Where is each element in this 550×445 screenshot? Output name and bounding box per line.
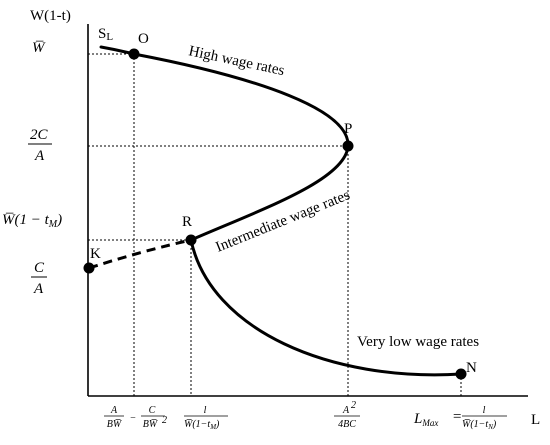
- svg-text:2: 2: [351, 400, 356, 411]
- x-tick-lmax: LMax = l W̅(1−tN): [413, 405, 507, 431]
- point-k: [83, 262, 95, 274]
- y-axis-title: W(1-t): [30, 8, 71, 24]
- label-n: N: [466, 360, 477, 376]
- label-o: O: [138, 31, 149, 47]
- svg-text:LMax: LMax: [413, 411, 438, 428]
- y-tick-c: C: [34, 260, 45, 276]
- svg-text:=: =: [452, 409, 462, 425]
- label-p: P: [344, 121, 352, 137]
- label-k: K: [90, 246, 101, 262]
- svg-text:−: −: [130, 413, 137, 424]
- svg-text:BW̅: BW̅: [143, 419, 159, 430]
- y-tick-a1: A: [34, 148, 45, 164]
- curve-label-sl: SL: [98, 26, 113, 43]
- x-tick-r: l W̅(1−tM): [184, 405, 228, 431]
- svg-text:BW̅: BW̅: [107, 419, 123, 430]
- region-high-wage: High wage rates: [187, 43, 286, 79]
- svg-text:4BC: 4BC: [338, 419, 356, 430]
- label-r: R: [182, 214, 192, 230]
- svg-text:A: A: [110, 405, 118, 416]
- y-tick-a2: A: [33, 281, 44, 297]
- region-low-wage: Very low wage rates: [357, 334, 479, 350]
- point-r: [185, 234, 197, 246]
- svg-text:W̅(1−tM): W̅(1−tM): [184, 419, 220, 431]
- svg-text:2: 2: [162, 415, 167, 426]
- svg-text:W̅(1−tN): W̅(1−tN): [462, 419, 497, 431]
- y-tick-w: W̅: [32, 40, 46, 56]
- svg-text:C: C: [149, 405, 156, 416]
- point-p: [342, 140, 354, 152]
- svg-text:l: l: [204, 405, 207, 416]
- x-tick-p: A 2 4BC: [334, 400, 360, 430]
- svg-text:A: A: [342, 405, 350, 416]
- svg-text:l: l: [483, 405, 486, 416]
- supply-curve-lower: [189, 238, 463, 377]
- x-axis-title: L: [531, 412, 540, 428]
- y-tick-w-1-tm: W̅(1 − tM): [2, 212, 62, 230]
- supply-curve-upper: [99, 45, 350, 242]
- y-tick-2c: 2C: [30, 127, 49, 143]
- point-n: [455, 368, 467, 380]
- point-o: [128, 48, 140, 60]
- x-tick-o: A BW̅ − C BW̅ 2: [104, 405, 167, 430]
- supply-curve-dashed: [88, 238, 192, 270]
